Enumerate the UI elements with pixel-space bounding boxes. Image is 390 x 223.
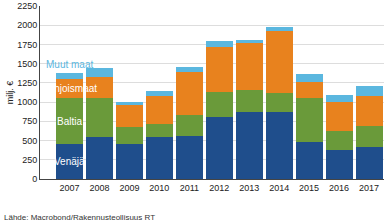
svg-text:2016: 2016 — [329, 183, 349, 193]
svg-text:500: 500 — [22, 136, 37, 146]
svg-text:Lähde: Macrobond/Rakennusteoll: Lähde: Macrobond/Rakennusteollisuus RT — [4, 213, 155, 222]
svg-text:2000: 2000 — [17, 20, 37, 30]
svg-text:2009: 2009 — [119, 183, 139, 193]
svg-text:milj. €: milj. € — [5, 81, 15, 105]
svg-text:2017: 2017 — [359, 183, 379, 193]
svg-text:1750: 1750 — [17, 40, 37, 50]
svg-text:2010: 2010 — [149, 183, 169, 193]
svg-text:250: 250 — [22, 155, 37, 165]
svg-text:750: 750 — [22, 116, 37, 126]
svg-text:2011: 2011 — [180, 183, 199, 193]
svg-text:2008: 2008 — [89, 183, 109, 193]
svg-text:Pohjoismaat: Pohjoismaat — [42, 83, 97, 94]
svg-text:1250: 1250 — [17, 78, 37, 88]
svg-text:1500: 1500 — [17, 59, 37, 69]
svg-text:2014: 2014 — [269, 183, 289, 193]
svg-text:2012: 2012 — [209, 183, 229, 193]
svg-text:Muut maat: Muut maat — [46, 59, 93, 70]
svg-text:0: 0 — [32, 174, 37, 184]
svg-text:2250: 2250 — [17, 1, 37, 11]
svg-text:2007: 2007 — [59, 183, 79, 193]
svg-text:2015: 2015 — [299, 183, 319, 193]
svg-text:Baltia: Baltia — [57, 116, 82, 127]
svg-text:2013: 2013 — [239, 183, 259, 193]
svg-text:Venäjä: Venäjä — [54, 156, 85, 167]
svg-text:1000: 1000 — [17, 97, 37, 107]
